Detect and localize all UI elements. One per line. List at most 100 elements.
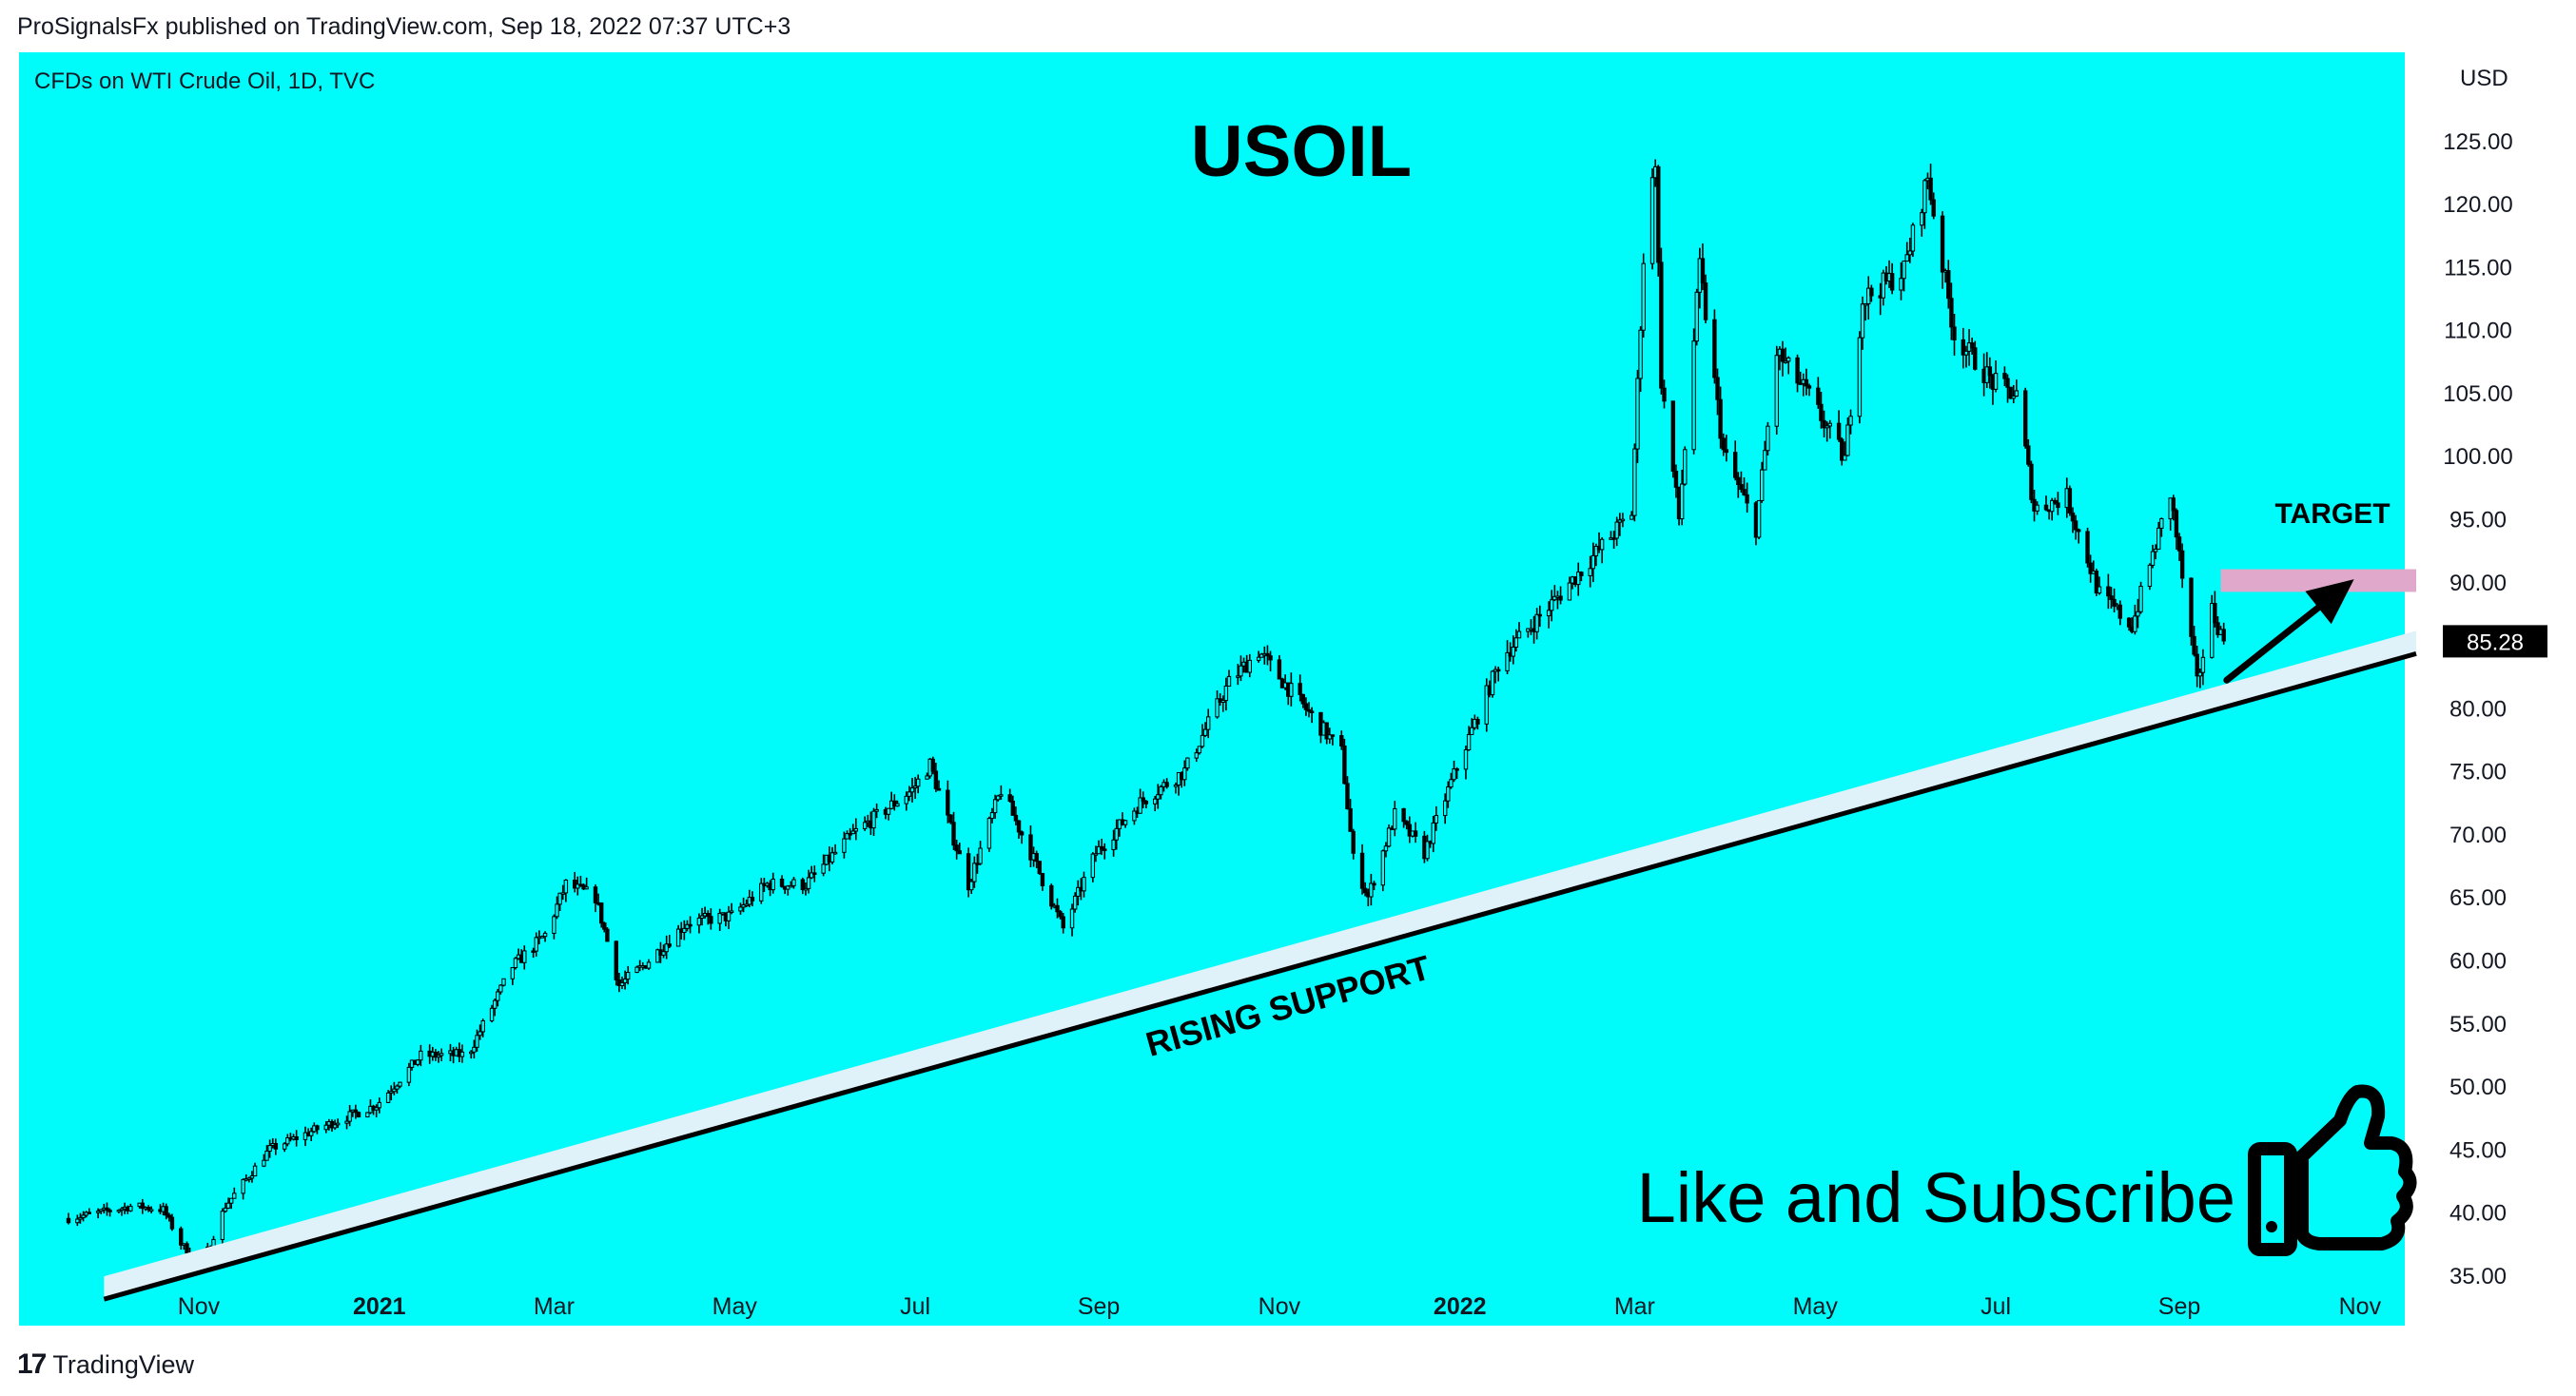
candle: [1635, 369, 1640, 463]
candle: [1763, 440, 1767, 471]
candle: [1843, 441, 1847, 461]
price-tick: 110.00: [2444, 319, 2512, 344]
price-tick: 105.00: [2443, 381, 2512, 407]
candle: [1736, 472, 1741, 498]
candle: [1404, 820, 1409, 830]
time-tick: Nov: [1259, 1293, 1301, 1320]
candle: [1303, 697, 1309, 716]
candle: [1786, 356, 1791, 375]
candle: [249, 1171, 255, 1183]
candle: [1902, 261, 1906, 292]
candle: [1724, 435, 1729, 462]
candle: [1007, 788, 1012, 803]
candle: [1511, 635, 1515, 665]
candle: [1819, 391, 1824, 429]
candle: [531, 947, 536, 959]
candle: [1827, 419, 1832, 439]
candle: [1630, 511, 1634, 520]
candle: [936, 780, 942, 791]
candle: [904, 791, 908, 811]
candle: [726, 905, 732, 929]
candle: [1019, 830, 1025, 844]
candle: [377, 1097, 381, 1114]
price-axis[interactable]: 125.00 120.00 115.00 110.00 105.00 100.00 95.0…: [2443, 129, 2512, 1289]
candle: [1049, 883, 1054, 910]
candle: [1383, 842, 1389, 858]
candle: [2097, 576, 2102, 595]
candle: [622, 970, 628, 990]
candle: [951, 811, 956, 850]
candle: [909, 778, 915, 803]
candle: [1247, 653, 1252, 678]
candle: [1756, 499, 1762, 539]
candle: [522, 945, 527, 970]
candle: [821, 854, 826, 877]
candle: [1345, 776, 1350, 810]
candle: [510, 967, 516, 985]
candle: [1475, 716, 1480, 730]
candle: [1348, 799, 1353, 832]
last-price-value: 85.28: [2467, 630, 2524, 655]
candle: [1425, 834, 1430, 862]
candle: [1567, 576, 1572, 601]
support-line: [103, 650, 2417, 1302]
candle: [252, 1162, 258, 1177]
candle: [744, 899, 749, 908]
candle: [1550, 590, 1554, 622]
candle: [1679, 469, 1685, 526]
candle: [2197, 669, 2203, 688]
footer-brand: 17 TradingView: [17, 1348, 194, 1381]
candle: [1454, 766, 1459, 780]
price-tick: 120.00: [2443, 192, 2512, 218]
thumbs-up-icon: [2248, 1084, 2417, 1256]
candle: [907, 785, 912, 802]
candle: [626, 965, 631, 985]
candle: [699, 907, 705, 926]
candle: [1869, 284, 1874, 302]
candle: [1889, 262, 1895, 295]
candle: [2088, 554, 2093, 583]
candle: [2150, 544, 2156, 569]
price-tick: 35.00: [2449, 1264, 2507, 1289]
candle: [966, 847, 971, 898]
candle: [1386, 824, 1392, 848]
candle: [1111, 829, 1116, 857]
candle: [2192, 626, 2196, 657]
chart-title: USOIL: [1191, 111, 1412, 192]
candle: [365, 1112, 370, 1118]
candle: [593, 884, 598, 913]
candle: [416, 1058, 420, 1067]
candle: [2126, 617, 2132, 631]
candle: [634, 965, 639, 974]
candle: [492, 999, 498, 1017]
candle: [1632, 443, 1637, 522]
candle: [2026, 438, 2031, 467]
time-tick: May: [1793, 1293, 1839, 1320]
candle: [986, 816, 992, 852]
time-tick: Nov: [2339, 1293, 2382, 1320]
candle: [800, 877, 806, 895]
candle: [356, 1111, 361, 1118]
candle: [2156, 521, 2161, 550]
price-tick: 125.00: [2443, 129, 2512, 155]
candle: [999, 785, 1004, 800]
candle: [853, 818, 859, 841]
candle: [1904, 242, 1909, 262]
time-tick: 2021: [353, 1293, 406, 1320]
candle: [1342, 738, 1347, 785]
candle: [812, 865, 817, 882]
candle: [2200, 649, 2206, 686]
candle: [2053, 497, 2058, 505]
candle: [225, 1197, 231, 1210]
time-axis[interactable]: Nov 2021 Mar May Jul Sep Nov 2022 Mar May Jul Sep No…: [178, 1293, 2382, 1320]
candle: [1946, 260, 1951, 309]
candle: [1899, 262, 1903, 301]
candle: [682, 920, 687, 940]
candle: [513, 957, 518, 970]
candle: [1907, 238, 1913, 263]
candle: [2056, 492, 2060, 515]
candle: [978, 841, 983, 865]
candle: [1173, 782, 1179, 794]
candle: [1268, 650, 1273, 671]
